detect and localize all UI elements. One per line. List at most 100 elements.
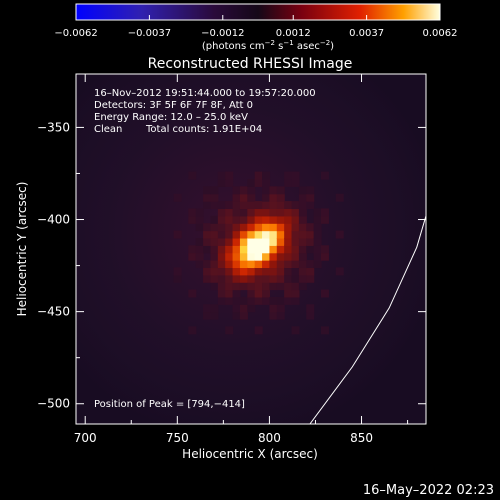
image-pixel xyxy=(188,208,197,217)
image-pixel xyxy=(291,252,300,261)
image-pixel xyxy=(298,245,307,254)
image-pixel xyxy=(262,245,271,254)
image-pixel xyxy=(321,171,329,180)
image-pixel xyxy=(225,179,234,187)
image-pixel xyxy=(313,215,322,224)
colorbar-units: (photons cm−2 s−1 asec−2) xyxy=(202,39,334,52)
image-pixel xyxy=(254,296,263,305)
y-tick-label: −450 xyxy=(37,305,70,319)
image-pixel xyxy=(247,282,256,291)
image-pixel xyxy=(217,230,226,239)
image-pixel xyxy=(284,201,293,210)
image-pixel xyxy=(210,237,219,246)
image-pixel xyxy=(291,282,300,291)
image-pixel xyxy=(239,252,248,261)
plot-frame xyxy=(75,73,427,425)
image-pixel xyxy=(276,282,285,291)
image-pixel xyxy=(313,260,322,269)
image-pixel xyxy=(217,282,226,291)
image-pixel xyxy=(225,223,234,232)
image-pixel xyxy=(225,245,234,254)
image-pixel xyxy=(306,274,315,283)
image-pixel xyxy=(269,215,278,224)
image-pixel xyxy=(232,245,241,254)
image-pixel xyxy=(291,171,300,180)
image-pixel xyxy=(269,304,278,313)
image-pixel xyxy=(239,304,248,313)
image-pixel xyxy=(254,289,263,298)
image-pixel xyxy=(232,260,241,269)
image-pixel xyxy=(298,260,307,269)
image-pixel xyxy=(254,230,263,239)
image-pixel xyxy=(195,245,204,254)
image-pixel xyxy=(306,186,315,195)
image-pixel xyxy=(262,289,271,298)
image-pixel xyxy=(217,171,226,180)
image-pixel xyxy=(225,237,234,246)
image-pixel xyxy=(210,260,219,269)
image-pixel xyxy=(203,223,212,232)
image-pixel xyxy=(210,274,219,283)
image-pixel xyxy=(298,230,307,239)
image-pixel xyxy=(239,311,248,320)
image-pixel xyxy=(210,193,219,202)
image-pixel xyxy=(210,215,219,224)
x-tick-label: 800 xyxy=(258,431,281,445)
image-pixel xyxy=(306,201,315,210)
image-pixel xyxy=(239,215,248,224)
image-pixel xyxy=(335,267,344,276)
y-axis-label: Heliocentric Y (arcsec) xyxy=(15,182,29,317)
image-pixel xyxy=(298,267,307,276)
image-pixel xyxy=(232,208,241,217)
image-pixel xyxy=(291,296,300,305)
image-pixel xyxy=(313,223,322,232)
image-pixel xyxy=(254,237,263,246)
image-pixel xyxy=(247,193,256,202)
image-pixel xyxy=(173,267,182,276)
image-pixel xyxy=(217,252,226,261)
image-pixel xyxy=(195,252,204,261)
image-pixel xyxy=(321,326,329,335)
image-pixel xyxy=(262,296,271,305)
image-pixel xyxy=(225,260,234,269)
image-pixel xyxy=(298,237,307,246)
image-pixel xyxy=(203,230,212,239)
image-pixel xyxy=(321,245,329,254)
image-pixel xyxy=(306,267,315,276)
image-pixel xyxy=(321,208,329,217)
image-area xyxy=(76,74,426,424)
colorbar-ticks: −0.0062 −0.0037 −0.0012 0.0012 0.0037 0.0062 xyxy=(54,15,458,39)
colorbar-tick-label: 0.0037 xyxy=(349,28,384,39)
image-pixel xyxy=(269,282,278,291)
image-pixel xyxy=(210,245,219,254)
image-pixel xyxy=(298,223,307,232)
image-pixel xyxy=(284,289,293,298)
image-pixel xyxy=(232,252,241,261)
image-pixel xyxy=(291,230,300,239)
image-pixel xyxy=(269,260,278,269)
image-pixel xyxy=(239,267,248,276)
image-pixel xyxy=(298,193,307,202)
image-pixel xyxy=(262,193,271,202)
image-pixel xyxy=(232,201,241,210)
image-pixel xyxy=(276,201,285,210)
image-pixel xyxy=(313,230,322,239)
image-pixel xyxy=(203,237,212,246)
image-pixel xyxy=(217,274,226,283)
image-pixel xyxy=(284,237,293,246)
colorbar xyxy=(75,3,441,21)
source-pixels xyxy=(173,171,344,335)
image-pixel xyxy=(217,289,226,298)
image-pixel xyxy=(217,215,226,224)
x-axis-label: Heliocentric X (arcsec) xyxy=(182,447,318,461)
image-pixel xyxy=(269,223,278,232)
image-pixel xyxy=(225,230,234,239)
image-pixel xyxy=(217,267,226,276)
image-pixel xyxy=(203,193,212,202)
image-pixel xyxy=(276,237,285,246)
image-pixel xyxy=(247,186,256,195)
image-pixel xyxy=(239,223,248,232)
image-pixel xyxy=(269,237,278,246)
image-pixel xyxy=(217,245,226,254)
